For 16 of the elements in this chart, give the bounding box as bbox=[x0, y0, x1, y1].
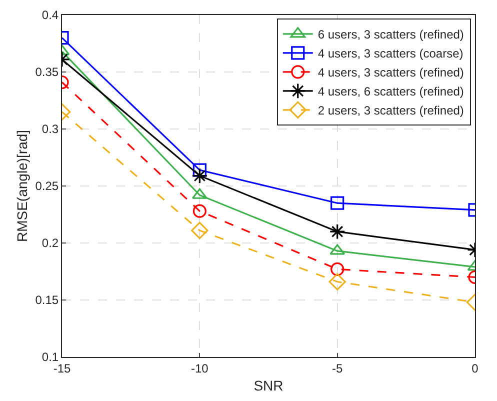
legend-label: 4 users, 3 scatters (refined) bbox=[318, 66, 464, 80]
y-axis-title: RMSE(angle)[rad] bbox=[14, 130, 30, 242]
y-tick-label: 0.2 bbox=[42, 236, 59, 250]
legend-label: 2 users, 3 scatters (refined) bbox=[318, 104, 464, 118]
y-tick-label: 0.3 bbox=[42, 122, 59, 136]
x-tick-label: 0 bbox=[472, 361, 479, 376]
legend-label: 6 users, 3 scatters (refined) bbox=[318, 28, 464, 42]
x-tick-label: -10 bbox=[191, 361, 209, 376]
x-axis-title: SNR bbox=[254, 378, 284, 394]
y-tick-label: 0.35 bbox=[35, 65, 59, 80]
legend-label: 4 users, 3 scatters (coarse) bbox=[318, 46, 464, 61]
y-tick-label: 0.4 bbox=[42, 8, 59, 22]
x-tick-label: -5 bbox=[332, 361, 343, 376]
y-tick-label: 0.25 bbox=[35, 179, 59, 194]
y-tick-label: 0.15 bbox=[35, 293, 59, 308]
legend-label: 4 users, 6 scatters (refined) bbox=[318, 84, 464, 99]
